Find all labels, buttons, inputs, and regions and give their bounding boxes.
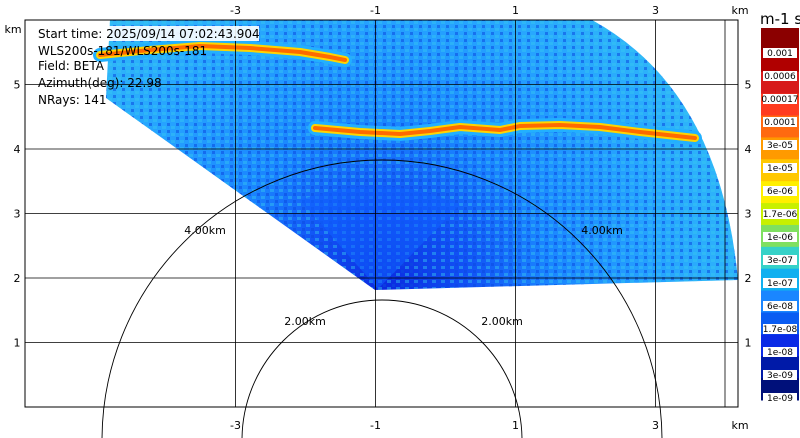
info-box: Start time: 2025/09/14 07:02:43.904 WLS2… (36, 26, 260, 107)
colorbar-label-text: 1e-05 (767, 164, 793, 174)
azimuth-text: Azimuth(deg): 22.98 (38, 76, 162, 90)
x-tick-top: -1 (370, 4, 381, 17)
colorbar-label-text: 1e-07 (767, 279, 793, 289)
colorbar-label-bg (763, 301, 797, 311)
colorbar-label-bg (763, 186, 797, 196)
colorbar-label: 1e-05 (763, 163, 797, 174)
y-tick-right: 5 (745, 79, 752, 92)
grid (25, 20, 738, 407)
colorbar-label: 0.0001 (763, 117, 797, 128)
colorbar-label-bg (763, 370, 797, 380)
colorbar-label-bg (763, 393, 797, 403)
x-tick-top: -3 (230, 4, 241, 17)
colorbar-label-bg (763, 117, 797, 127)
backscatter-layer (98, 44, 347, 62)
colorbar: m-1 sr-1 0.001 0.0006 0.00017 0.0001 3e-05 1e… (760, 10, 800, 404)
unit-label-top: km (731, 4, 748, 17)
unit-label-bottom: km (731, 419, 748, 432)
colorbar-label-bg (763, 163, 797, 173)
range-rings: 4.00km 4.00km 2.00km 2.00km (101, 159, 663, 438)
colorbar-label: 3e-05 (763, 140, 797, 151)
x-tick-bottom: -1 (370, 419, 381, 432)
range-ring-label: 2.00km (481, 315, 523, 328)
x-tick-bottom: -3 (230, 419, 241, 432)
y-tick-right: 2 (745, 272, 752, 285)
colorbar-label: 1.7e-06 (763, 209, 798, 220)
colorbar-label-bg (763, 94, 797, 104)
nrays-text: NRays: 141 (38, 93, 107, 107)
x-tick-bottom: 1 (512, 419, 519, 432)
colorbar-label-bg (763, 324, 797, 334)
colorbar-label: 3e-09 (763, 370, 797, 381)
y-tick-left: 1 (14, 337, 21, 350)
colorbar-label-bg (763, 278, 797, 288)
colorbar-label-bg (763, 140, 797, 150)
field-text: Field: BETA (38, 59, 105, 73)
y-tick-left: 5 (14, 79, 21, 92)
colorbar-label-text: 3e-07 (767, 256, 793, 266)
colorbar-label-text: 0.0001 (764, 118, 796, 128)
x-tick-bottom: 3 (652, 419, 659, 432)
colorbar-label-bg (763, 71, 797, 81)
colorbar-label-bg (763, 48, 797, 58)
colorbar-cell (761, 28, 799, 51)
y-tick-right: 4 (745, 143, 752, 156)
colorbar-label: 1e-08 (763, 347, 797, 358)
colorbar-label-text: 6e-08 (767, 302, 793, 312)
beta-scan-sector (93, 20, 738, 290)
colorbar-label-text: 1.7e-06 (763, 210, 798, 220)
colorbar-label-text: 0.00017 (761, 95, 798, 105)
colorbar-label: 1e-06 (763, 232, 797, 243)
colorbar-label: 1.7e-08 (763, 324, 798, 335)
colorbar-label: 0.001 (763, 48, 797, 59)
x-tick-top: 3 (652, 4, 659, 17)
range-ring-label: 4.00km (581, 224, 623, 237)
y-tick-right: 1 (745, 337, 752, 350)
start-time-text: Start time: 2025/09/14 07:02:43.904 (38, 27, 260, 41)
y-tick-right: 3 (745, 208, 752, 221)
colorbar-label-bg (763, 232, 797, 242)
range-ring (101, 159, 663, 438)
colorbar-label: 6e-06 (763, 186, 797, 197)
y-tick-left: 2 (14, 272, 21, 285)
colorbar-label-bg (763, 255, 797, 265)
range-ring-label: 2.00km (284, 315, 326, 328)
instrument-text: WLS200s-181/WLS200s-181 (38, 44, 207, 58)
colorbar-label-text: 1e-09 (767, 394, 793, 404)
colorbar-label-text: 1e-08 (767, 348, 793, 358)
colorbar-label: 1e-07 (763, 278, 797, 289)
y-tick-left: 4 (14, 143, 21, 156)
range-ring (241, 299, 523, 438)
colorbar-label-text: 0.001 (767, 49, 793, 59)
range-ring-label: 4.00km (184, 224, 226, 237)
y-tick-left: 3 (14, 208, 21, 221)
colorbar-label-text: 0.0006 (764, 72, 796, 82)
unit-label-left: km (4, 23, 21, 36)
colorbar-label: 1e-09 (763, 393, 797, 404)
colorbar-label-text: 3e-05 (767, 141, 793, 151)
colorbar-title: m-1 sr-1 (760, 10, 800, 28)
colorbar-label: 6e-08 (763, 301, 797, 312)
colorbar-label: 3e-07 (763, 255, 797, 266)
x-tick-top: 1 (512, 4, 519, 17)
colorbar-label-text: 3e-09 (767, 371, 793, 381)
axis-ticks: -3 -3 -1 -1 1 1 3 3 5 5 4 4 3 3 2 2 1 1 km km km (4, 4, 751, 432)
colorbar-label: 0.00017 (761, 94, 799, 105)
colorbar-label-bg (763, 209, 797, 219)
colorbar-label: 0.0006 (763, 71, 797, 82)
colorbar-label-text: 6e-06 (767, 187, 793, 197)
colorbar-label-text: 1.7e-08 (763, 325, 798, 335)
backscatter-layer (313, 123, 697, 140)
colorbar-label-bg (763, 347, 797, 357)
near-field-zone (300, 186, 460, 289)
colorbar-label-text: 1e-06 (767, 233, 793, 243)
